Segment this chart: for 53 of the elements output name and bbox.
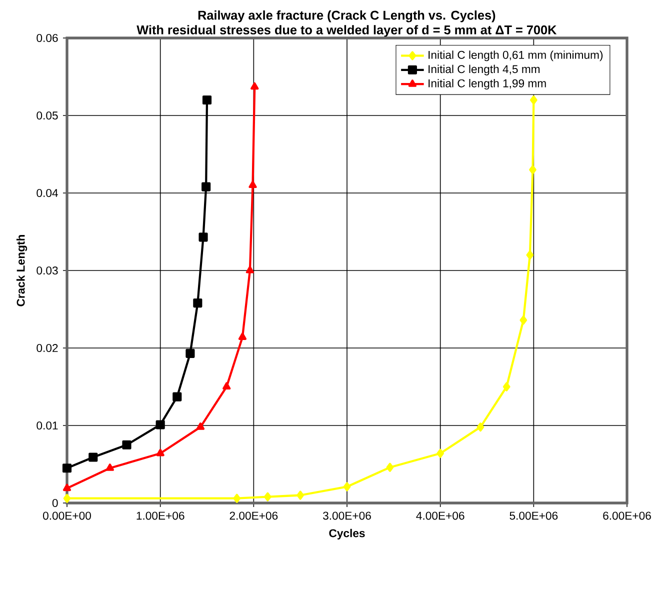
y-axis-title: Crack Length: [16, 235, 28, 306]
y-tick-label: 0.06: [36, 34, 58, 42]
point: [202, 95, 212, 105]
y-tick-label: 0.02: [36, 344, 58, 352]
x-tick-label: 3.00E+06: [323, 512, 371, 520]
x-tick-label: 0.00E+00: [43, 512, 91, 520]
point: [526, 250, 534, 260]
point: [196, 422, 205, 430]
point: [156, 448, 164, 456]
legend-label: Initial C length 0,61 mm (minimum): [428, 50, 603, 62]
x-tick-label: 4.00E+06: [416, 512, 464, 520]
point: [343, 482, 351, 492]
point: [156, 420, 165, 430]
x-tick-label: 6.00E+06: [603, 512, 651, 520]
point: [436, 448, 444, 458]
point: [63, 494, 71, 503]
point: [529, 165, 536, 174]
chart-subtitle: With residual stresses due to a welded layer of d = 5 mm at ΔT = 700K: [136, 25, 557, 37]
point: [186, 348, 195, 358]
y-tick-label: 0: [52, 498, 58, 508]
point: [193, 298, 202, 308]
point: [386, 462, 394, 472]
point: [233, 494, 241, 503]
point: [122, 440, 132, 450]
point: [88, 452, 98, 462]
x-axis-title: Cycles: [329, 528, 365, 540]
legend-label: Initial C length 1,99 mm: [428, 79, 546, 90]
point: [250, 82, 259, 90]
x-tick-label: 2.00E+06: [230, 512, 278, 520]
point: [106, 464, 114, 471]
point: [296, 490, 304, 500]
point: [172, 392, 182, 402]
point: [198, 232, 208, 242]
point: [62, 464, 72, 473]
y-tick-label: 0.04: [36, 189, 58, 198]
point: [246, 266, 254, 274]
x-tick-label: 5.00E+06: [510, 512, 558, 520]
y-tick-label: 0.01: [36, 422, 58, 430]
point: [238, 332, 247, 340]
chart-title: Railway axle fracture (Crack C Length vs. Cycles): [198, 10, 496, 22]
point: [202, 182, 211, 192]
legend-label: Initial C length 4,5 mm: [428, 64, 540, 76]
point: [264, 492, 272, 502]
point: [520, 316, 528, 325]
point: [476, 422, 484, 432]
x-tick-label: 1.00E+06: [136, 512, 184, 520]
point: [62, 484, 72, 492]
point: [530, 95, 538, 105]
y-tick-label: 0.05: [36, 112, 58, 120]
y-tick-label: 0.03: [36, 266, 58, 275]
point: [502, 382, 510, 392]
point: [248, 180, 257, 188]
point: [222, 382, 231, 390]
